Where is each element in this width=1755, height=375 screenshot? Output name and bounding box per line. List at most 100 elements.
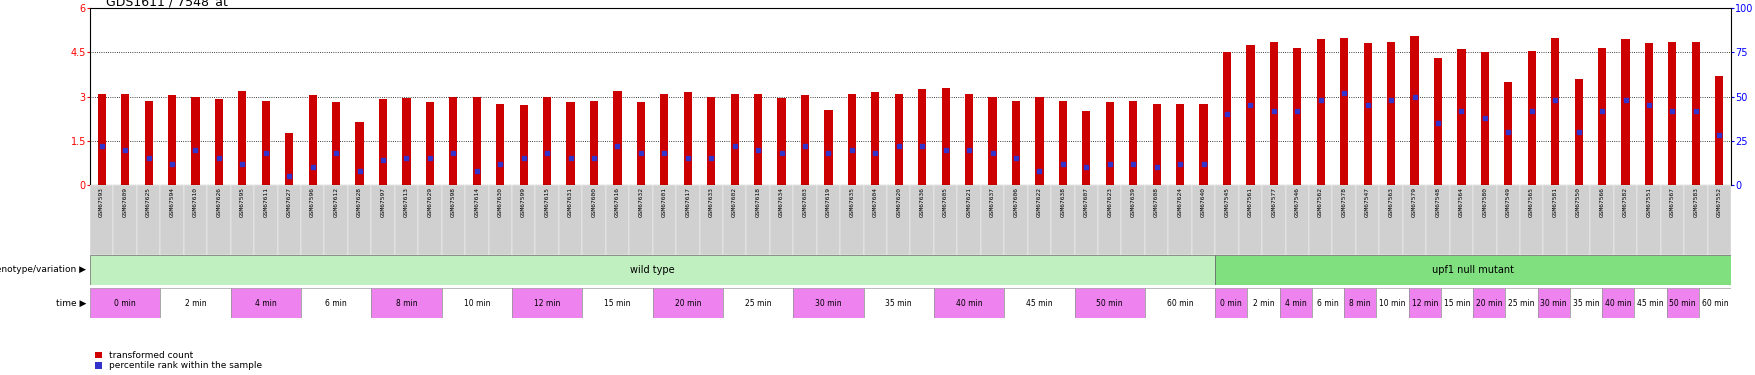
Text: GSM67549: GSM67549	[1506, 187, 1509, 217]
Text: 10 min: 10 min	[1378, 298, 1406, 307]
Bar	[1457, 49, 1465, 185]
Bar	[144, 101, 153, 185]
Bar	[1307, 185, 1332, 255]
Bar	[653, 185, 676, 255]
Bar	[300, 185, 325, 255]
Bar	[395, 185, 418, 255]
Bar	[325, 185, 347, 255]
Text: GSM67599: GSM67599	[521, 187, 526, 217]
Bar	[1601, 288, 1634, 318]
Bar	[683, 92, 691, 185]
Bar	[1074, 288, 1144, 318]
Text: 0 min: 0 min	[1220, 298, 1241, 307]
Bar	[1285, 185, 1307, 255]
Bar	[1221, 52, 1230, 185]
Text: wild type: wild type	[630, 265, 674, 275]
Text: 50 min: 50 min	[1669, 298, 1695, 307]
Bar	[1504, 82, 1511, 185]
Text: GSM67606: GSM67606	[1013, 187, 1018, 217]
Text: GSM67635: GSM67635	[849, 187, 855, 217]
Text: GSM67621: GSM67621	[965, 187, 971, 217]
Bar	[605, 185, 628, 255]
Text: 45 min: 45 min	[1636, 298, 1662, 307]
Text: GSM67552: GSM67552	[1716, 187, 1722, 217]
Bar	[583, 185, 605, 255]
Bar	[1441, 288, 1472, 318]
Bar	[121, 93, 130, 185]
Text: GSM67623: GSM67623	[1107, 187, 1111, 217]
Bar	[370, 288, 442, 318]
Bar	[934, 185, 956, 255]
Bar	[988, 96, 997, 185]
Text: GSM67627: GSM67627	[286, 187, 291, 217]
Bar	[941, 88, 949, 185]
Text: GSM67610: GSM67610	[193, 187, 198, 217]
Text: GSM67597: GSM67597	[381, 187, 386, 217]
Text: GSM67640: GSM67640	[1200, 187, 1206, 217]
Bar	[207, 185, 230, 255]
Bar	[1613, 185, 1636, 255]
Bar	[379, 99, 386, 185]
Bar	[1597, 48, 1606, 185]
Text: GSM67614: GSM67614	[474, 187, 479, 217]
Text: GSM67551: GSM67551	[1646, 187, 1650, 217]
Text: 30 min: 30 min	[1539, 298, 1565, 307]
Text: GSM67615: GSM67615	[544, 187, 549, 217]
Bar	[1332, 185, 1355, 255]
Text: 12 min: 12 min	[1411, 298, 1437, 307]
Text: GSM67593: GSM67593	[100, 187, 104, 217]
Bar	[911, 185, 934, 255]
Bar	[1376, 288, 1408, 318]
Bar	[370, 185, 395, 255]
Text: 25 min: 25 min	[1508, 298, 1534, 307]
Bar	[793, 185, 816, 255]
Bar	[1402, 185, 1425, 255]
Bar	[723, 185, 746, 255]
Text: time ▶: time ▶	[56, 298, 86, 307]
Text: GSM67631: GSM67631	[569, 187, 572, 217]
Bar	[1246, 45, 1253, 185]
Text: GSM67607: GSM67607	[1083, 187, 1088, 217]
Text: GSM67579: GSM67579	[1411, 187, 1416, 217]
Bar	[1644, 44, 1651, 185]
Text: GSM67582: GSM67582	[1622, 187, 1627, 217]
Bar	[90, 255, 1214, 285]
Text: GSM67602: GSM67602	[732, 187, 737, 217]
Bar	[816, 185, 839, 255]
Text: 6 min: 6 min	[1316, 298, 1339, 307]
Text: upf1 null mutant: upf1 null mutant	[1432, 265, 1513, 275]
Text: GSM67624: GSM67624	[1178, 187, 1181, 217]
Bar	[512, 185, 535, 255]
Bar	[1537, 288, 1569, 318]
Bar	[1004, 288, 1074, 318]
Bar	[918, 89, 927, 185]
Bar	[1144, 288, 1214, 318]
Bar	[488, 185, 512, 255]
Text: GSM67632: GSM67632	[639, 187, 642, 217]
Text: genotype/variation ▶: genotype/variation ▶	[0, 266, 86, 274]
Bar	[1690, 42, 1699, 185]
Bar	[230, 185, 254, 255]
Bar	[1214, 288, 1246, 318]
Text: GSM67583: GSM67583	[1692, 187, 1697, 217]
Bar	[1214, 255, 1730, 285]
Bar	[1035, 96, 1042, 185]
Bar	[1176, 104, 1183, 185]
Bar	[1074, 185, 1097, 255]
Text: GSM67616: GSM67616	[614, 187, 620, 217]
Bar	[583, 288, 653, 318]
Bar	[956, 185, 981, 255]
Text: GSM67630: GSM67630	[497, 187, 502, 217]
Text: 12 min: 12 min	[534, 298, 560, 307]
Text: GSM67636: GSM67636	[920, 187, 925, 217]
Text: GSM67611: GSM67611	[263, 187, 269, 217]
Bar	[612, 91, 621, 185]
Bar	[1121, 185, 1144, 255]
Bar	[442, 185, 465, 255]
Bar	[512, 288, 583, 318]
Text: GSM67548: GSM67548	[1434, 187, 1439, 217]
Text: GSM67620: GSM67620	[895, 187, 900, 217]
Bar	[698, 185, 723, 255]
Bar	[730, 93, 739, 185]
Text: GSM67561: GSM67561	[1248, 187, 1253, 217]
